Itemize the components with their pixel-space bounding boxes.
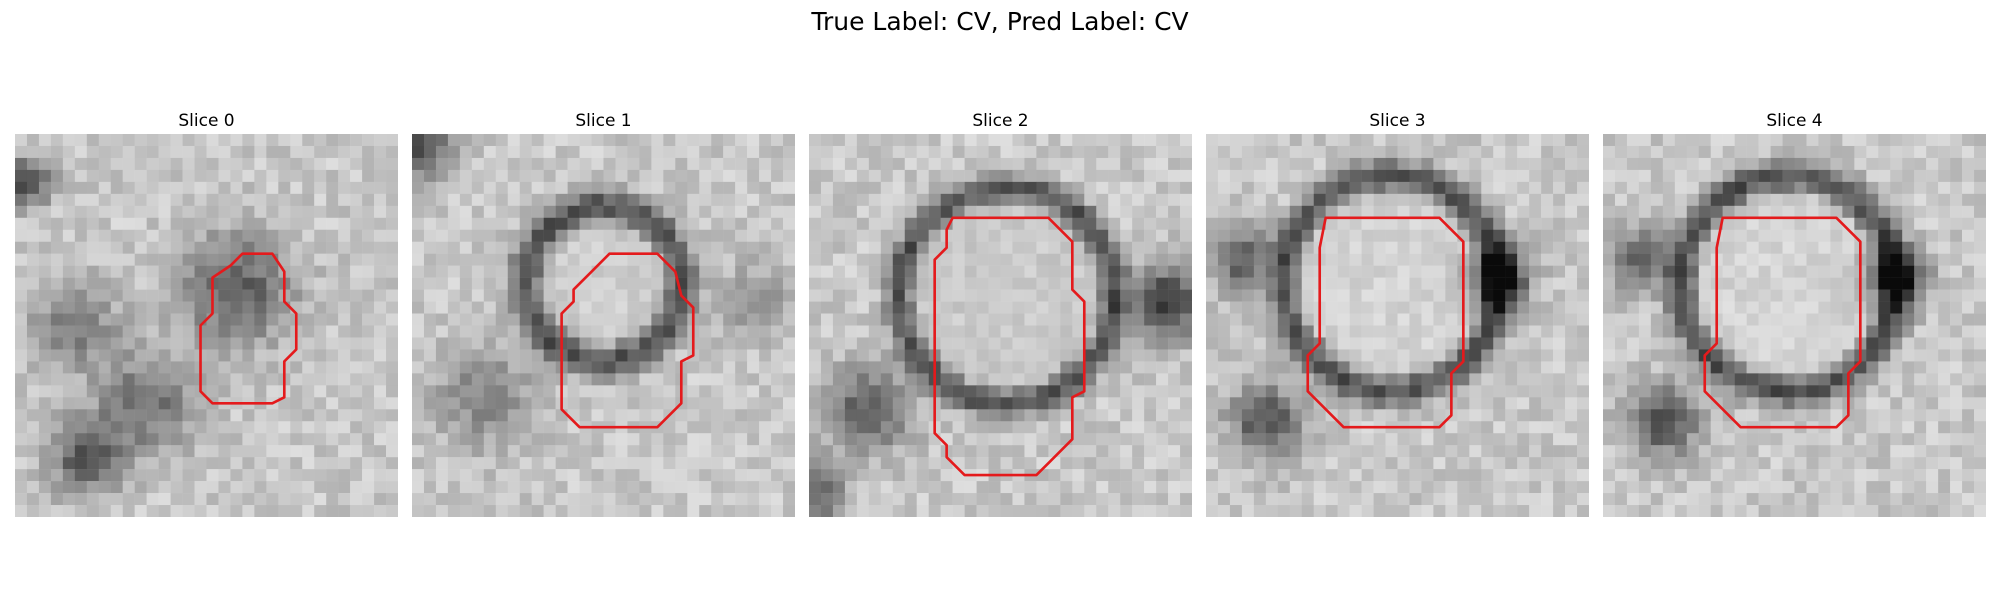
slice-panel-1: Slice 1 [412, 108, 795, 517]
slice-panel-4: Slice 4 [1603, 108, 1986, 517]
slice-title-2: Slice 2 [809, 108, 1192, 134]
slice-image-2 [809, 134, 1192, 517]
slice-panel-3: Slice 3 [1206, 108, 1589, 517]
slice-panel-2: Slice 2 [809, 108, 1192, 517]
slice-image-4 [1603, 134, 1986, 517]
slice-panel-0: Slice 0 [15, 108, 398, 517]
slice-title-4: Slice 4 [1603, 108, 1986, 134]
slice-image-1 [412, 134, 795, 517]
slice-title-1: Slice 1 [412, 108, 795, 134]
slice-image-3 [1206, 134, 1589, 517]
slice-title-3: Slice 3 [1206, 108, 1589, 134]
slice-image-0 [15, 134, 398, 517]
slice-title-0: Slice 0 [15, 108, 398, 134]
figure-title: True Label: CV, Pred Label: CV [0, 6, 2000, 38]
